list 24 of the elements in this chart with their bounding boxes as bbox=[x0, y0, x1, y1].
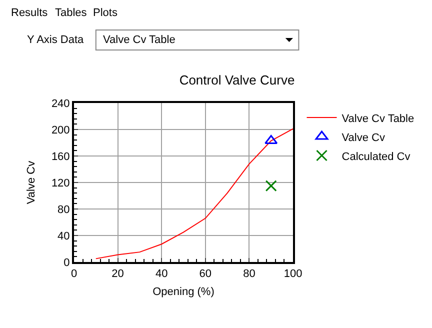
chart-title: Control Valve Curve bbox=[179, 72, 295, 88]
x-tick-label: 100 bbox=[284, 268, 302, 280]
y-tick-label: 120 bbox=[51, 177, 70, 190]
x-tick-label: 60 bbox=[199, 268, 212, 280]
text: Tables bbox=[55, 7, 88, 19]
text: Valve Cv Table bbox=[103, 34, 176, 46]
legend-label: Calculated Cv bbox=[342, 150, 411, 163]
y-tick-label: 80 bbox=[58, 204, 70, 216]
x-tick-label: 80 bbox=[243, 268, 256, 280]
x-tick-label: 40 bbox=[155, 268, 168, 280]
y-tick-label: 200 bbox=[51, 124, 70, 136]
y-tick-label: 240 bbox=[51, 98, 70, 110]
y-tick-label: 0 bbox=[64, 256, 70, 269]
y-axis-title: Valve Cv bbox=[26, 160, 38, 204]
legend-label: Valve Cv bbox=[342, 132, 386, 144]
text: Y Axis Data bbox=[27, 34, 85, 46]
x-axis-title: Opening (%) bbox=[152, 286, 214, 298]
text: Results bbox=[11, 7, 48, 19]
line-series bbox=[95, 128, 293, 260]
text: Plots bbox=[93, 7, 118, 19]
x-tick-label: 20 bbox=[112, 268, 124, 280]
y-tick-label: 160 bbox=[51, 150, 70, 163]
legend-label: Valve Cv Table bbox=[342, 112, 414, 125]
y-tick-label: 40 bbox=[58, 230, 70, 242]
